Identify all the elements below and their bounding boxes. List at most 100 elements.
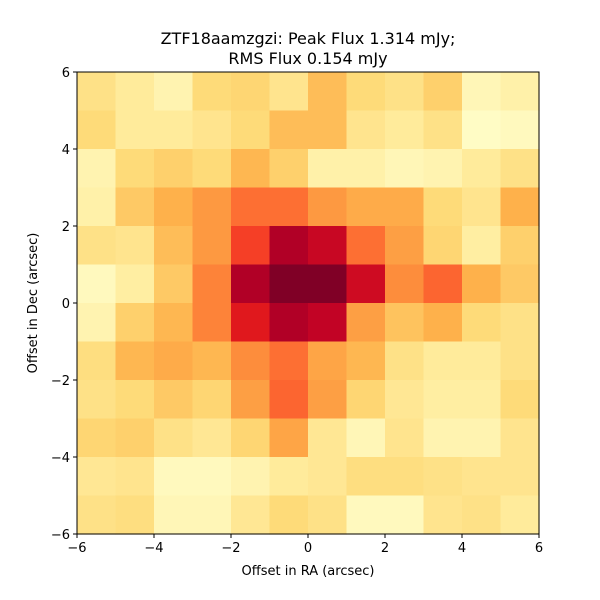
heatmap-cell <box>77 341 117 381</box>
heatmap-cell <box>500 110 540 150</box>
heatmap-cell <box>154 110 194 150</box>
y-tick-label: −6 <box>51 528 70 543</box>
heatmap-cell <box>269 264 309 304</box>
heatmap-cell <box>308 187 348 227</box>
heatmap-cell <box>346 380 386 420</box>
heatmap-cell <box>77 418 117 458</box>
heatmap-cell <box>385 149 425 189</box>
heatmap-cell <box>385 72 425 112</box>
heatmap-cell <box>385 457 425 497</box>
heatmap-cells <box>77 72 540 535</box>
x-tick-label: 4 <box>458 541 466 556</box>
heatmap-cell <box>231 341 271 381</box>
heatmap-cell <box>115 380 155 420</box>
heatmap-cell <box>308 110 348 150</box>
x-tick-label: −4 <box>144 541 163 556</box>
heatmap-cell <box>231 495 271 535</box>
heatmap-cell <box>346 226 386 266</box>
heatmap-cell <box>77 226 117 266</box>
y-tick-label: 4 <box>62 143 70 158</box>
heatmap-cell <box>154 264 194 304</box>
y-axis-ticks: −6 −4 −2 0 2 4 6 <box>51 66 77 543</box>
heatmap-cell <box>346 110 386 150</box>
heatmap-cell <box>269 495 309 535</box>
heatmap-cell <box>346 187 386 227</box>
heatmap-cell <box>500 457 540 497</box>
x-tick-label: −2 <box>221 541 240 556</box>
heatmap-cell <box>77 457 117 497</box>
heatmap-cell <box>269 226 309 266</box>
heatmap-cell <box>154 72 194 112</box>
heatmap-cell <box>115 303 155 343</box>
x-tick-label: 6 <box>535 541 543 556</box>
heatmap-cell <box>346 418 386 458</box>
heatmap-cell <box>423 303 463 343</box>
x-tick-label: 2 <box>381 541 389 556</box>
heatmap-cell <box>423 380 463 420</box>
heatmap-cell <box>154 380 194 420</box>
heatmap-cell <box>385 187 425 227</box>
heatmap-cell <box>231 110 271 150</box>
heatmap-cell <box>308 457 348 497</box>
heatmap-cell <box>500 418 540 458</box>
heatmap-cell <box>115 149 155 189</box>
y-tick-label: −4 <box>51 451 70 466</box>
y-tick-label: 6 <box>62 66 70 81</box>
heatmap-cell <box>462 303 502 343</box>
heatmap-cell <box>385 341 425 381</box>
heatmap-cell <box>231 149 271 189</box>
heatmap-cell <box>462 380 502 420</box>
heatmap-cell <box>500 149 540 189</box>
y-tick-label: 2 <box>62 220 70 235</box>
heatmap-cell <box>462 72 502 112</box>
heatmap-cell <box>192 264 232 304</box>
heatmap-cell <box>115 72 155 112</box>
heatmap-cell <box>154 303 194 343</box>
heatmap-cell <box>462 226 502 266</box>
heatmap-cell <box>423 264 463 304</box>
heatmap-cell <box>115 110 155 150</box>
y-tick-label: 0 <box>62 297 70 312</box>
heatmap-cell <box>192 341 232 381</box>
heatmap-cell <box>231 380 271 420</box>
heatmap-cell <box>77 303 117 343</box>
heatmap-cell <box>346 303 386 343</box>
heatmap-cell <box>308 226 348 266</box>
heatmap-cell <box>346 149 386 189</box>
heatmap-cell <box>154 495 194 535</box>
heatmap-cell <box>269 187 309 227</box>
heatmap-cell <box>385 303 425 343</box>
heatmap-cell <box>154 418 194 458</box>
heatmap-cell <box>308 380 348 420</box>
heatmap-cell <box>269 303 309 343</box>
heatmap-cell <box>500 341 540 381</box>
heatmap-cell <box>192 457 232 497</box>
heatmap-cell <box>423 495 463 535</box>
heatmap-cell <box>77 187 117 227</box>
heatmap-cell <box>192 149 232 189</box>
heatmap-cell <box>192 418 232 458</box>
heatmap-cell <box>385 380 425 420</box>
heatmap-cell <box>500 303 540 343</box>
heatmap-cell <box>462 149 502 189</box>
x-tick-label: −6 <box>67 541 86 556</box>
heatmap-cell <box>385 226 425 266</box>
heatmap-cell <box>269 341 309 381</box>
heatmap-cell <box>192 110 232 150</box>
heatmap-cell <box>269 110 309 150</box>
heatmap-cell <box>308 495 348 535</box>
heatmap-cell <box>115 418 155 458</box>
heatmap-cell <box>462 264 502 304</box>
heatmap-cell <box>192 226 232 266</box>
heatmap-cell <box>423 187 463 227</box>
heatmap-cell <box>385 110 425 150</box>
x-tick-label: 0 <box>304 541 312 556</box>
x-axis-ticks: −6 −4 −2 0 2 4 6 <box>67 534 543 556</box>
heatmap-cell <box>308 72 348 112</box>
heatmap-cell <box>269 457 309 497</box>
y-axis-label: Offset in Dec (arcsec) <box>26 233 41 374</box>
heatmap-cell <box>77 264 117 304</box>
heatmap-cell <box>192 303 232 343</box>
heatmap-cell <box>423 457 463 497</box>
